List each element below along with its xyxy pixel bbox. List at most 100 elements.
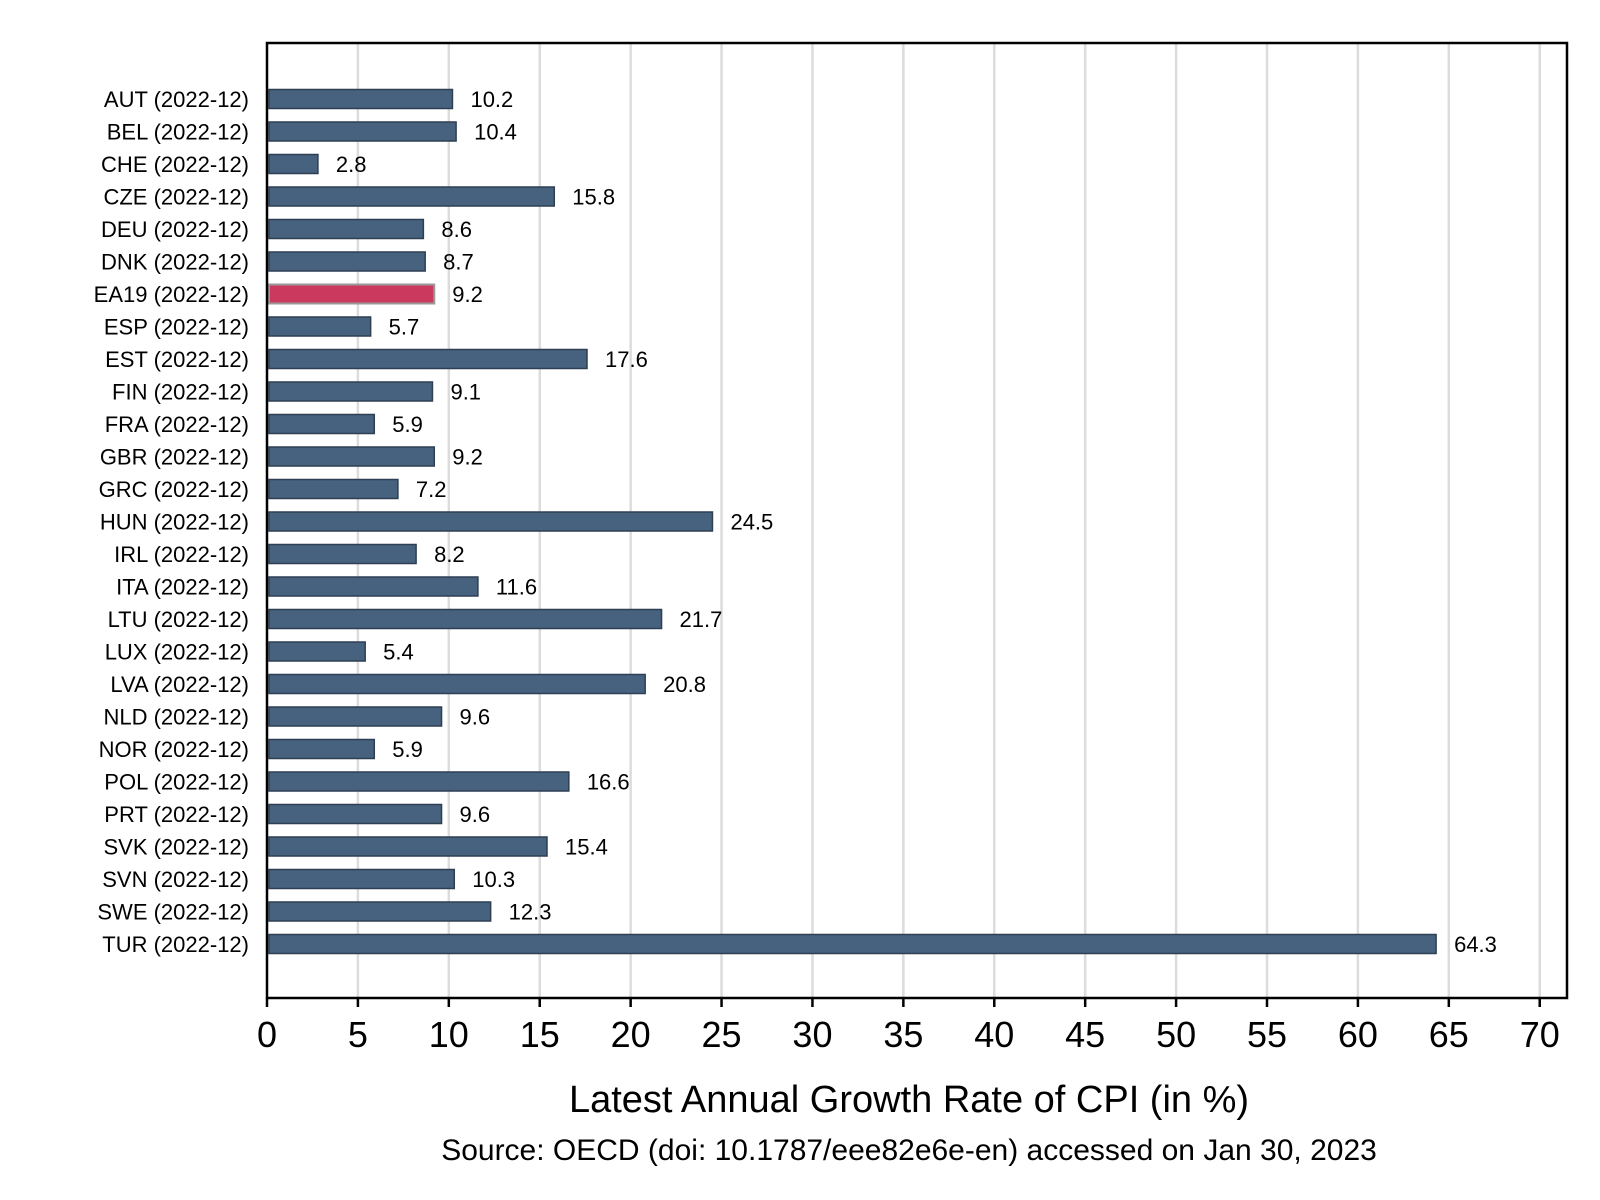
plot-frame <box>265 41 1569 1000</box>
value-label-hun: 24.5 <box>730 510 773 535</box>
value-label-ea19: 9.2 <box>452 282 483 307</box>
bar-lva <box>268 673 646 695</box>
x-tick-label-10: 10 <box>429 1014 469 1055</box>
x-tick-label-65: 65 <box>1429 1014 1469 1055</box>
bar-bel <box>268 121 457 142</box>
bar-svk <box>268 836 548 857</box>
bar-fin <box>268 381 434 402</box>
category-label-deu: DEU (2022-12) <box>101 217 249 242</box>
category-label-nld: NLD (2022-12) <box>103 705 249 730</box>
x-tick-label-60: 60 <box>1338 1014 1378 1055</box>
bar-aut <box>268 88 454 110</box>
category-label-fin: FIN (2022-12) <box>112 380 249 405</box>
category-label-tur: TUR (2022-12) <box>102 932 249 957</box>
bar-grc <box>268 478 399 500</box>
value-label-cze: 15.8 <box>572 185 615 210</box>
category-label-ea19: EA19 (2022-12) <box>94 282 249 307</box>
x-tick-label-30: 30 <box>792 1014 832 1055</box>
x-tick-label-35: 35 <box>883 1014 923 1055</box>
bar-gbr <box>268 446 436 467</box>
bar-esp <box>268 316 372 337</box>
category-label-esp: ESP (2022-12) <box>104 315 249 340</box>
value-label-fin: 9.1 <box>450 380 481 405</box>
bar-svn <box>268 868 456 890</box>
category-label-lux: LUX (2022-12) <box>105 640 249 665</box>
category-label-swe: SWE (2022-12) <box>97 900 249 925</box>
value-label-irl: 8.2 <box>434 542 465 567</box>
x-tick-label-15: 15 <box>520 1014 560 1055</box>
value-label-ita: 11.6 <box>496 575 537 600</box>
x-tick-label-55: 55 <box>1247 1014 1287 1055</box>
x-axis-ticks: 0 5 10 15 20 25 30 35 40 45 50 55 60 65 70 <box>257 998 1560 1055</box>
bar-prt <box>268 803 443 825</box>
value-label-lux: 5.4 <box>383 640 414 665</box>
value-label-tur: 64.3 <box>1454 932 1497 957</box>
category-label-fra: FRA (2022-12) <box>105 412 249 437</box>
value-label-deu: 8.6 <box>441 217 472 242</box>
grid-lines <box>356 43 1541 998</box>
value-label-swe: 12.3 <box>509 900 552 925</box>
x-tick-label-50: 50 <box>1156 1014 1196 1055</box>
bar-pol <box>268 771 570 792</box>
value-label-bel: 10.4 <box>474 120 517 145</box>
value-label-pol: 16.6 <box>587 770 630 795</box>
category-label-pol: POL (2022-12) <box>104 770 249 795</box>
value-label-dnk: 8.7 <box>443 250 474 275</box>
bar-swe <box>268 901 492 922</box>
category-label-aut: AUT (2022-12) <box>104 87 249 112</box>
category-labels: AUT (2022-12) BEL (2022-12) CHE (2022-12) C… <box>94 87 249 957</box>
value-labels: 10.2 10.4 2.8 15.8 8.6 8.7 9.2 5.7 17.6 9.1 5.9 9.2… <box>336 87 1497 957</box>
bar-tur <box>268 933 1437 955</box>
category-label-svn: SVN (2022-12) <box>102 867 249 892</box>
x-tick-label-0: 0 <box>257 1014 277 1055</box>
bar-ea19 <box>268 283 436 305</box>
bar-est <box>268 348 588 370</box>
x-tick-label-70: 70 <box>1520 1014 1560 1055</box>
value-label-lva: 20.8 <box>663 672 706 697</box>
category-label-irl: IRL (2022-12) <box>114 542 249 567</box>
x-tick-label-5: 5 <box>348 1014 368 1055</box>
category-label-est: EST (2022-12) <box>105 347 249 372</box>
bar-dnk <box>268 251 426 272</box>
category-label-che: CHE (2022-12) <box>101 152 249 177</box>
category-label-bel: BEL (2022-12) <box>107 120 249 145</box>
bar-lux <box>268 641 366 662</box>
category-label-ltu: LTU (2022-12) <box>108 607 249 632</box>
x-tick-label-45: 45 <box>1065 1014 1105 1055</box>
value-label-ltu: 21.7 <box>680 607 723 632</box>
x-axis-title: Latest Annual Growth Rate of CPI (in %) <box>569 1079 1249 1121</box>
bar-nld <box>268 706 443 727</box>
category-label-lva: LVA (2022-12) <box>110 672 249 697</box>
category-label-hun: HUN (2022-12) <box>100 510 249 535</box>
bars-group <box>268 88 1437 955</box>
bar-nor <box>268 738 376 760</box>
value-label-che: 2.8 <box>336 152 367 177</box>
value-label-nor: 5.9 <box>392 737 423 762</box>
category-label-svk: SVK (2022-12) <box>103 835 249 860</box>
bar-ita <box>268 576 479 597</box>
value-label-esp: 5.7 <box>389 315 420 340</box>
bar-cze <box>268 186 556 207</box>
bar-che <box>268 153 319 175</box>
x-tick-label-25: 25 <box>702 1014 742 1055</box>
source-note: Source: OECD (doi: 10.1787/eee82e6e-en) … <box>441 1134 1377 1167</box>
value-label-gbr: 9.2 <box>452 445 483 470</box>
x-tick-label-20: 20 <box>611 1014 651 1055</box>
category-label-prt: PRT (2022-12) <box>104 802 249 827</box>
value-label-grc: 7.2 <box>416 477 447 502</box>
value-label-nld: 9.6 <box>460 705 491 730</box>
value-label-svn: 10.3 <box>472 867 515 892</box>
value-label-svk: 15.4 <box>565 835 608 860</box>
bar-fra <box>268 413 376 435</box>
bar-irl <box>268 543 417 565</box>
bar-ltu <box>268 608 663 630</box>
category-label-grc: GRC (2022-12) <box>99 477 249 502</box>
value-label-prt: 9.6 <box>460 802 491 827</box>
category-label-dnk: DNK (2022-12) <box>101 250 249 275</box>
category-label-cze: CZE (2022-12) <box>103 185 249 210</box>
category-label-nor: NOR (2022-12) <box>99 737 249 762</box>
value-label-fra: 5.9 <box>392 412 423 437</box>
category-label-gbr: GBR (2022-12) <box>100 445 249 470</box>
bar-deu <box>268 218 425 240</box>
